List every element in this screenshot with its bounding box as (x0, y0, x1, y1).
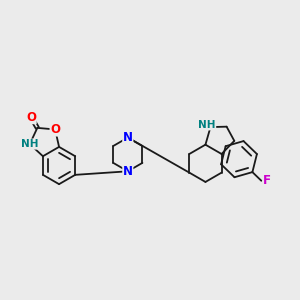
Text: O: O (26, 111, 36, 124)
Text: O: O (50, 123, 60, 136)
Text: F: F (263, 174, 271, 187)
Text: NH: NH (198, 120, 216, 130)
Text: NH: NH (21, 139, 38, 149)
Text: N: N (123, 131, 133, 144)
Text: N: N (123, 165, 133, 178)
